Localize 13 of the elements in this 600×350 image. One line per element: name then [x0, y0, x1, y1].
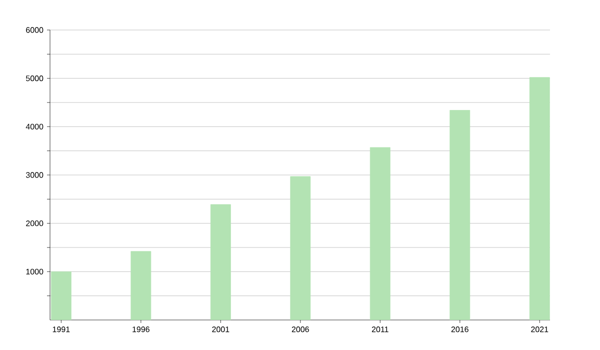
x-tick-label: 2011	[372, 326, 388, 332]
x-tick-label: 1991	[52, 326, 70, 332]
y-tick-label: 3000	[26, 172, 44, 178]
x-tick-label: 2006	[292, 326, 309, 332]
x-tick-label: 2001	[212, 326, 230, 332]
y-tick-label: 2000	[26, 220, 44, 226]
y-tick-label: 4000	[26, 124, 44, 130]
y-tick-label: 5000	[26, 76, 44, 82]
x-tick-label: 1996	[132, 326, 150, 332]
x-tick-label: 2016	[451, 326, 468, 332]
y-tick-label: 6000	[26, 27, 44, 33]
x-tick-label: 2021	[531, 326, 548, 332]
y-tick-label: 1000	[26, 268, 44, 274]
